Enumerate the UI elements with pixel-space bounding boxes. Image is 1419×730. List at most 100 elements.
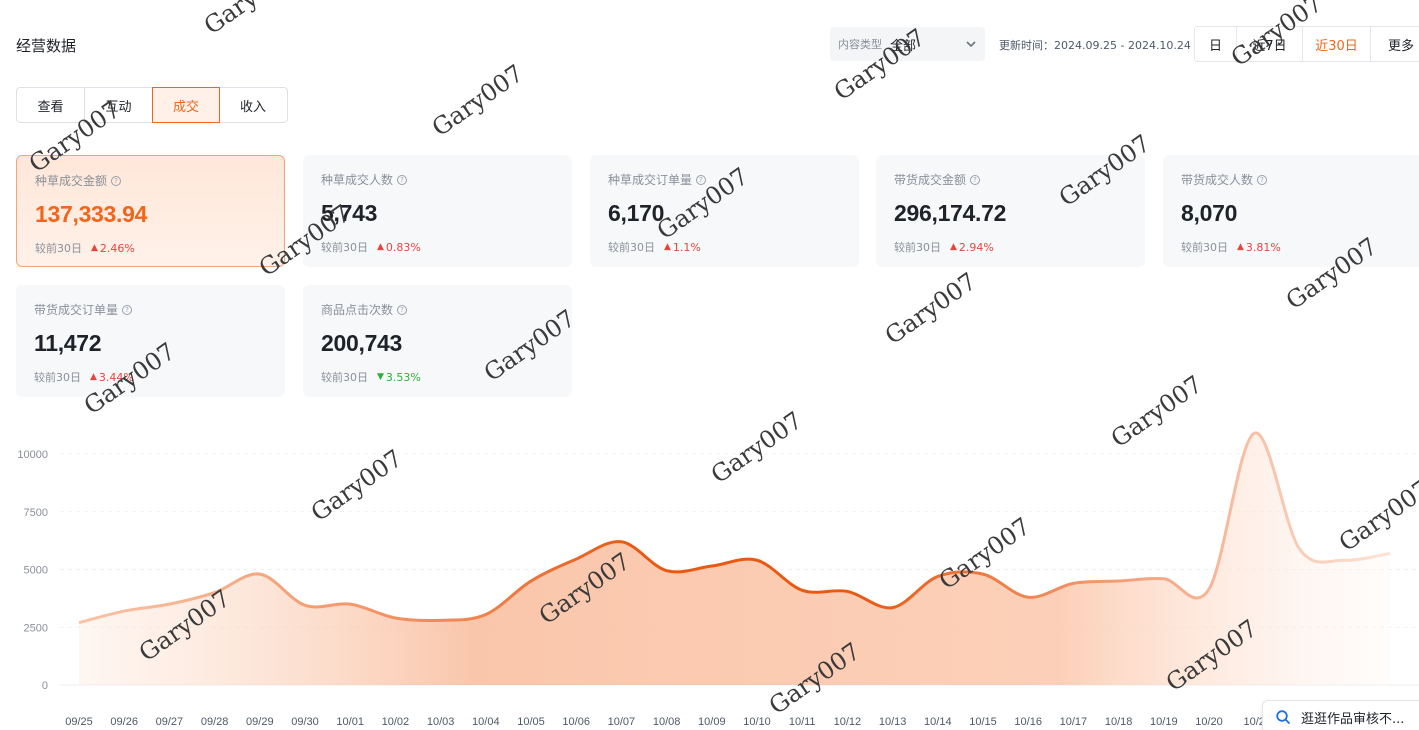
x-tick-label: 10/17	[1060, 716, 1088, 728]
metric-tabs: 查看 互动 成交 收入	[16, 87, 288, 123]
question-circle-icon[interactable]: ?	[111, 175, 122, 186]
x-tick-label: 09/26	[110, 716, 138, 728]
tab-income[interactable]: 收入	[239, 99, 266, 115]
triangle-up-icon: ▲	[1237, 242, 1244, 252]
triangle-up-icon: ▲	[90, 372, 97, 382]
review-help-text: 逛逛作品审核不...	[1301, 711, 1405, 727]
triangle-up-icon: ▲	[91, 243, 98, 253]
x-tick-label: 10/09	[698, 716, 726, 728]
x-tick-label: 10/11	[789, 716, 816, 728]
date-range-group: 日 近7日 近30日 更多	[1194, 26, 1419, 62]
question-circle-icon[interactable]: ?	[696, 174, 707, 185]
tab-view[interactable]: 查看	[17, 88, 85, 122]
x-tick-label: 10/05	[517, 716, 545, 728]
range-30d-button[interactable]: 近30日	[1303, 27, 1371, 61]
triangle-up-icon: ▲	[950, 242, 957, 252]
kpi-value: 296,174.72	[894, 200, 1007, 226]
kpi-compare-label: 较前30日	[608, 241, 655, 254]
kpi-compare: 较前30日 ▲ 1.1%	[608, 239, 841, 255]
tab-interaction[interactable]: 互动	[85, 88, 153, 122]
kpi-value: 200,743	[321, 330, 403, 356]
kpi-change-value: 3.44%	[98, 370, 134, 384]
kpi-card-product-clicks[interactable]: 商品点击次数? 200,743 较前30日 ▼ 3.53%	[303, 285, 572, 397]
kpi-compare-label: 较前30日	[321, 371, 368, 384]
range-more-button[interactable]: 更多	[1371, 27, 1419, 61]
chart-line	[78, 431, 1391, 625]
x-tick-label: 10/08	[653, 716, 681, 728]
kpi-value: 6,170	[608, 200, 665, 226]
content-type-select[interactable]: 内容类型 全部	[830, 27, 985, 61]
x-tick-label: 10/04	[472, 716, 500, 728]
review-help-pill[interactable]: 逛逛作品审核不...	[1262, 700, 1419, 730]
kpi-label: 种草成交人数?	[321, 171, 554, 188]
y-tick-label: 0	[42, 680, 48, 692]
question-circle-icon[interactable]: ?	[397, 304, 408, 315]
chevron-down-icon	[966, 41, 976, 48]
kpi-compare: 较前30日 ▲ 3.44%	[34, 369, 267, 385]
kpi-card-seeding-gmv[interactable]: 种草成交金额? 137,333.94 较前30日 ▲ 2.46%	[16, 155, 285, 267]
x-tick-label: 10/18	[1105, 716, 1133, 728]
question-circle-icon[interactable]: ?	[122, 304, 133, 315]
kpi-label-text: 带货成交人数	[1181, 173, 1254, 187]
kpi-label-text: 带货成交金额	[894, 173, 967, 187]
x-tick-label: 10/06	[562, 716, 590, 728]
kpi-compare-label: 较前30日	[321, 241, 368, 254]
chart-area	[79, 432, 1390, 685]
x-tick-label: 10/01	[336, 716, 364, 728]
x-tick-label: 09/30	[291, 716, 319, 728]
question-circle-icon[interactable]: ?	[397, 174, 408, 185]
kpi-value: 8,070	[1181, 200, 1238, 226]
kpi-card-sales-orders[interactable]: 带货成交订单量? 11,472 较前30日 ▲ 3.44%	[16, 285, 285, 397]
x-tick-label: 10/02	[382, 716, 410, 728]
kpi-card-seeding-orders[interactable]: 种草成交订单量? 6,170 较前30日 ▲ 1.1%	[590, 155, 859, 267]
x-tick-label: 10/2	[1243, 716, 1264, 728]
x-tick-label: 10/15	[969, 716, 997, 728]
x-tick-label: 10/07	[608, 716, 636, 728]
kpi-compare-label: 较前30日	[35, 242, 82, 255]
x-tick-label: 09/29	[246, 716, 274, 728]
kpi-value: 5,743	[321, 200, 378, 226]
kpi-compare-label: 较前30日	[34, 371, 81, 384]
triangle-up-icon: ▲	[664, 242, 671, 252]
kpi-label: 种草成交订单量?	[608, 171, 841, 188]
page-title: 经营数据	[16, 37, 77, 55]
search-icon	[1276, 710, 1290, 724]
kpi-change: ▲ 1.1%	[664, 241, 701, 254]
kpi-change: ▼ 3.53%	[377, 371, 421, 384]
y-tick-label: 2500	[24, 622, 48, 634]
x-tick-label: 09/25	[65, 716, 93, 728]
question-circle-icon[interactable]: ?	[970, 174, 981, 185]
kpi-change-value: 0.83%	[385, 240, 421, 254]
kpi-card-sales-buyers[interactable]: 带货成交人数? 8,070 较前30日 ▲ 3.81%	[1163, 155, 1419, 267]
x-tick-label: 10/10	[743, 716, 771, 728]
kpi-label-text: 种草成交金额	[35, 174, 108, 188]
content-type-label: 内容类型	[838, 38, 882, 51]
range-7d-button[interactable]: 近7日	[1237, 27, 1303, 61]
kpi-compare: 较前30日 ▲ 2.94%	[894, 239, 1127, 255]
watermark-text: Gary007	[199, 0, 301, 40]
kpi-card-seeding-buyers[interactable]: 种草成交人数? 5,743 较前30日 ▲ 0.83%	[303, 155, 572, 267]
kpi-card-sales-gmv[interactable]: 带货成交金额? 296,174.72 较前30日 ▲ 2.94%	[876, 155, 1145, 267]
x-tick-label: 10/14	[924, 716, 952, 728]
tab-transaction[interactable]: 成交	[152, 87, 220, 123]
trend-chart-svg: 0 2500 5000 7500 10000 09/25 09/26 09/27 09/28 09…	[17, 431, 1419, 728]
update-time: 更新时间：2024.09.25 - 2024.10.24	[999, 39, 1191, 52]
x-tick-label: 09/28	[201, 716, 229, 728]
kpi-change: ▲ 2.46%	[91, 242, 135, 255]
kpi-label: 带货成交订单量?	[34, 301, 267, 318]
kpi-compare: 较前30日 ▲ 3.81%	[1181, 239, 1414, 255]
kpi-change-value: 1.1%	[672, 240, 701, 254]
kpi-label: 带货成交人数?	[1181, 171, 1414, 188]
kpi-label: 商品点击次数?	[321, 301, 554, 318]
x-tick-label: 10/16	[1014, 716, 1042, 728]
kpi-change-value: 2.94%	[958, 240, 994, 254]
question-circle-icon[interactable]: ?	[1257, 174, 1268, 185]
kpi-compare: 较前30日 ▲ 2.46%	[35, 240, 266, 256]
kpi-change-value: 2.46%	[99, 241, 135, 255]
kpi-value: 11,472	[34, 330, 102, 356]
range-day-button[interactable]: 日	[1195, 27, 1237, 61]
trend-chart: 0 2500 5000 7500 10000 09/25 09/26 09/27 09/28 09…	[0, 420, 1419, 730]
x-tick-label: 10/20	[1195, 716, 1223, 728]
kpi-label-text: 商品点击次数	[321, 303, 394, 317]
